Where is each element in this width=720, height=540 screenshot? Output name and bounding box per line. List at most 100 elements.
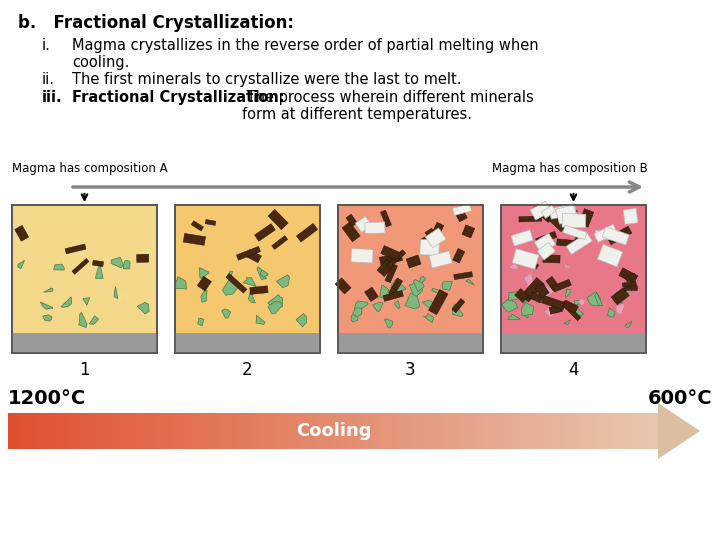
Polygon shape	[14, 225, 29, 241]
Bar	[305, 413, 308, 449]
Polygon shape	[432, 288, 441, 293]
Bar	[379, 413, 383, 449]
Polygon shape	[250, 286, 268, 294]
Bar	[513, 413, 517, 449]
Bar	[618, 413, 621, 449]
Bar	[351, 413, 354, 449]
Polygon shape	[422, 300, 433, 310]
Bar	[341, 413, 344, 449]
Bar	[501, 333, 646, 353]
Bar	[243, 413, 246, 449]
Polygon shape	[95, 266, 103, 279]
Polygon shape	[562, 213, 586, 228]
Polygon shape	[622, 281, 636, 287]
Bar	[386, 413, 390, 449]
Bar	[31, 413, 35, 449]
Polygon shape	[625, 273, 636, 282]
Bar	[559, 413, 563, 449]
Text: The process wherein different minerals
form at different temperatures.: The process wherein different minerals f…	[242, 90, 534, 123]
Polygon shape	[611, 288, 629, 305]
Polygon shape	[616, 303, 625, 315]
Bar	[383, 413, 387, 449]
Text: Cooling: Cooling	[296, 422, 372, 440]
Bar	[37, 413, 41, 449]
Bar	[634, 413, 638, 449]
Polygon shape	[544, 306, 557, 317]
Bar	[614, 413, 618, 449]
Polygon shape	[268, 301, 282, 314]
Bar	[259, 413, 263, 449]
Bar	[396, 413, 400, 449]
Polygon shape	[383, 291, 403, 301]
Polygon shape	[541, 205, 556, 218]
Polygon shape	[297, 224, 318, 242]
Polygon shape	[78, 312, 87, 328]
Polygon shape	[257, 267, 268, 280]
Polygon shape	[511, 230, 534, 246]
Bar	[474, 413, 478, 449]
Bar	[562, 413, 566, 449]
Bar	[282, 413, 286, 449]
Polygon shape	[92, 260, 104, 267]
Bar	[338, 205, 483, 353]
Polygon shape	[114, 287, 118, 299]
Bar	[262, 413, 266, 449]
Bar	[415, 413, 419, 449]
Polygon shape	[276, 275, 289, 287]
Polygon shape	[423, 314, 433, 323]
Bar	[654, 413, 657, 449]
Polygon shape	[587, 292, 600, 306]
Bar	[76, 413, 80, 449]
Bar	[536, 413, 540, 449]
Bar	[539, 413, 543, 449]
Polygon shape	[512, 249, 539, 269]
Bar	[647, 413, 651, 449]
Polygon shape	[18, 261, 24, 269]
Polygon shape	[556, 205, 577, 224]
Bar	[275, 413, 279, 449]
Polygon shape	[379, 253, 402, 265]
Polygon shape	[365, 222, 385, 234]
Polygon shape	[72, 259, 89, 274]
Bar	[83, 413, 86, 449]
Polygon shape	[44, 288, 53, 292]
Polygon shape	[296, 314, 307, 327]
Bar	[12, 205, 157, 353]
Polygon shape	[549, 204, 577, 219]
Polygon shape	[521, 278, 544, 302]
Bar	[223, 413, 227, 449]
Polygon shape	[271, 235, 288, 249]
Bar	[93, 413, 96, 449]
Polygon shape	[413, 280, 424, 292]
Bar	[516, 413, 521, 449]
Polygon shape	[83, 298, 89, 305]
Polygon shape	[61, 297, 71, 307]
Polygon shape	[452, 299, 465, 313]
Bar	[99, 413, 103, 449]
Bar	[409, 413, 413, 449]
Bar	[330, 413, 335, 449]
Polygon shape	[525, 258, 539, 269]
Bar	[598, 413, 602, 449]
Bar	[490, 413, 494, 449]
Bar	[112, 413, 116, 449]
Text: Magma has composition A: Magma has composition A	[12, 162, 168, 175]
Polygon shape	[354, 301, 368, 312]
Bar	[406, 413, 410, 449]
Bar	[175, 205, 320, 353]
Bar	[337, 413, 341, 449]
Bar	[119, 413, 122, 449]
Bar	[86, 413, 90, 449]
Polygon shape	[546, 276, 559, 291]
Text: iii.: iii.	[42, 90, 63, 105]
Polygon shape	[198, 318, 204, 326]
Polygon shape	[364, 287, 378, 301]
Polygon shape	[228, 271, 233, 278]
Bar	[44, 413, 48, 449]
Bar	[18, 413, 22, 449]
Polygon shape	[425, 228, 441, 247]
Bar	[595, 413, 598, 449]
Bar	[145, 413, 148, 449]
Polygon shape	[199, 268, 210, 278]
Bar	[272, 413, 276, 449]
